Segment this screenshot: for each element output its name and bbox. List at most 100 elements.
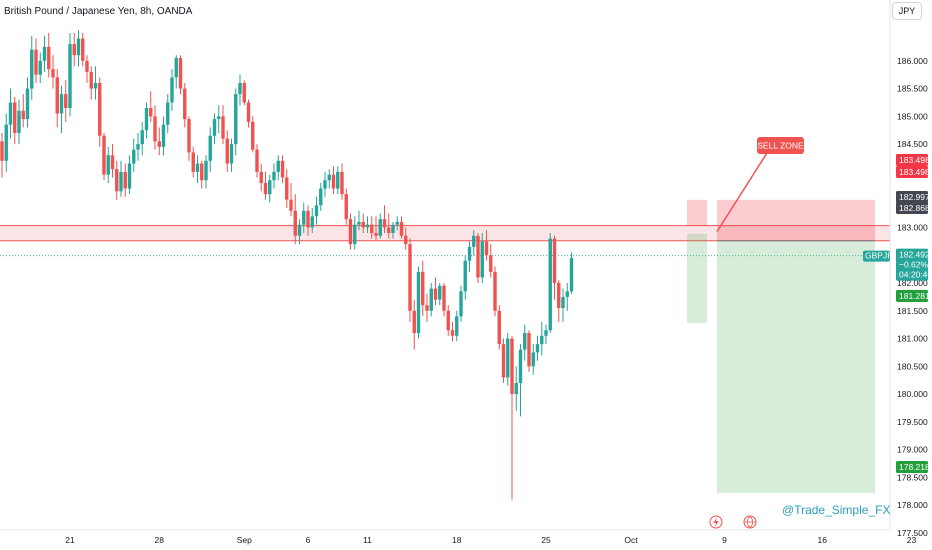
candle[interactable] (178, 55, 183, 95)
candle[interactable] (51, 55, 55, 89)
candle[interactable] (467, 241, 472, 272)
candle[interactable] (442, 283, 446, 317)
candle[interactable] (225, 130, 229, 172)
candle[interactable] (378, 213, 382, 239)
candle[interactable] (13, 96, 17, 145)
candle[interactable] (85, 55, 89, 83)
candle[interactable] (514, 366, 518, 411)
candle[interactable] (0, 133, 4, 178)
candle[interactable] (348, 213, 353, 250)
candle[interactable] (212, 113, 217, 145)
candle[interactable] (157, 127, 161, 156)
candle[interactable] (191, 146, 195, 178)
candle[interactable] (17, 99, 21, 145)
candle[interactable] (119, 160, 123, 197)
candle[interactable] (429, 283, 433, 317)
candle[interactable] (229, 138, 234, 172)
candle[interactable] (497, 305, 501, 350)
candle[interactable] (493, 266, 497, 317)
candle[interactable] (506, 333, 510, 386)
candle[interactable] (280, 155, 285, 183)
candle[interactable] (404, 227, 408, 250)
candle[interactable] (76, 30, 81, 67)
candle[interactable] (425, 294, 429, 322)
candle[interactable] (59, 85, 64, 133)
candle[interactable] (416, 266, 421, 339)
candle[interactable] (255, 144, 259, 178)
candle[interactable] (421, 260, 425, 317)
candle[interactable] (187, 116, 191, 161)
candle[interactable] (98, 77, 102, 147)
candle[interactable] (144, 102, 149, 139)
candle[interactable] (438, 283, 442, 306)
candle[interactable] (319, 183, 323, 211)
candle[interactable] (459, 285, 463, 322)
candle[interactable] (387, 213, 391, 239)
candle[interactable] (548, 233, 552, 333)
candle[interactable] (306, 205, 310, 236)
candle[interactable] (161, 116, 166, 156)
candle[interactable] (174, 55, 178, 89)
candle[interactable] (8, 88, 13, 139)
candle[interactable] (552, 235, 557, 300)
candle[interactable] (149, 91, 153, 122)
candle[interactable] (217, 105, 221, 133)
candle[interactable] (569, 252, 574, 295)
candle[interactable] (72, 33, 76, 67)
candle[interactable] (544, 324, 548, 345)
candle[interactable] (412, 299, 416, 350)
candle[interactable] (251, 116, 255, 153)
candle[interactable] (310, 208, 314, 233)
candle[interactable] (123, 163, 127, 197)
candle[interactable] (336, 166, 340, 195)
candle[interactable] (463, 255, 467, 300)
candle[interactable] (285, 169, 289, 208)
candle[interactable] (263, 171, 268, 200)
candle[interactable] (565, 283, 569, 311)
candle[interactable] (480, 233, 484, 283)
candle[interactable] (276, 155, 280, 181)
lightning-icon[interactable] (709, 515, 723, 529)
candle[interactable] (476, 233, 480, 283)
candle[interactable] (195, 155, 200, 183)
candle[interactable] (183, 83, 187, 128)
candle[interactable] (272, 163, 276, 189)
candle[interactable] (238, 74, 242, 106)
candle[interactable] (340, 163, 344, 200)
candle[interactable] (446, 305, 450, 336)
candle[interactable] (450, 321, 455, 342)
candle[interactable] (68, 33, 72, 117)
candle[interactable] (140, 121, 144, 156)
candle[interactable] (399, 216, 404, 239)
candle[interactable] (327, 169, 331, 189)
candle[interactable] (234, 88, 238, 156)
currency-button[interactable]: JPY (892, 2, 922, 20)
candle[interactable] (81, 33, 85, 67)
candle[interactable] (102, 133, 106, 181)
candle[interactable] (531, 344, 535, 375)
candle[interactable] (557, 280, 561, 322)
candle[interactable] (106, 146, 110, 183)
candle[interactable] (21, 94, 25, 128)
globe-icon[interactable] (743, 515, 757, 529)
candle[interactable] (166, 94, 170, 133)
candle[interactable] (110, 144, 115, 178)
candle[interactable] (331, 166, 336, 195)
candle[interactable] (42, 35, 47, 72)
candle[interactable] (353, 216, 357, 250)
candle[interactable] (4, 113, 8, 172)
candle[interactable] (361, 213, 365, 233)
candle[interactable] (535, 335, 540, 361)
candle[interactable] (127, 155, 132, 195)
candle[interactable] (132, 138, 136, 172)
candle[interactable] (527, 330, 531, 372)
candle[interactable] (64, 80, 68, 122)
candle[interactable] (153, 105, 157, 150)
candle[interactable] (344, 188, 348, 225)
candle[interactable] (115, 160, 119, 200)
candle[interactable] (89, 66, 93, 100)
candle[interactable] (25, 77, 30, 128)
candle[interactable] (34, 38, 38, 83)
